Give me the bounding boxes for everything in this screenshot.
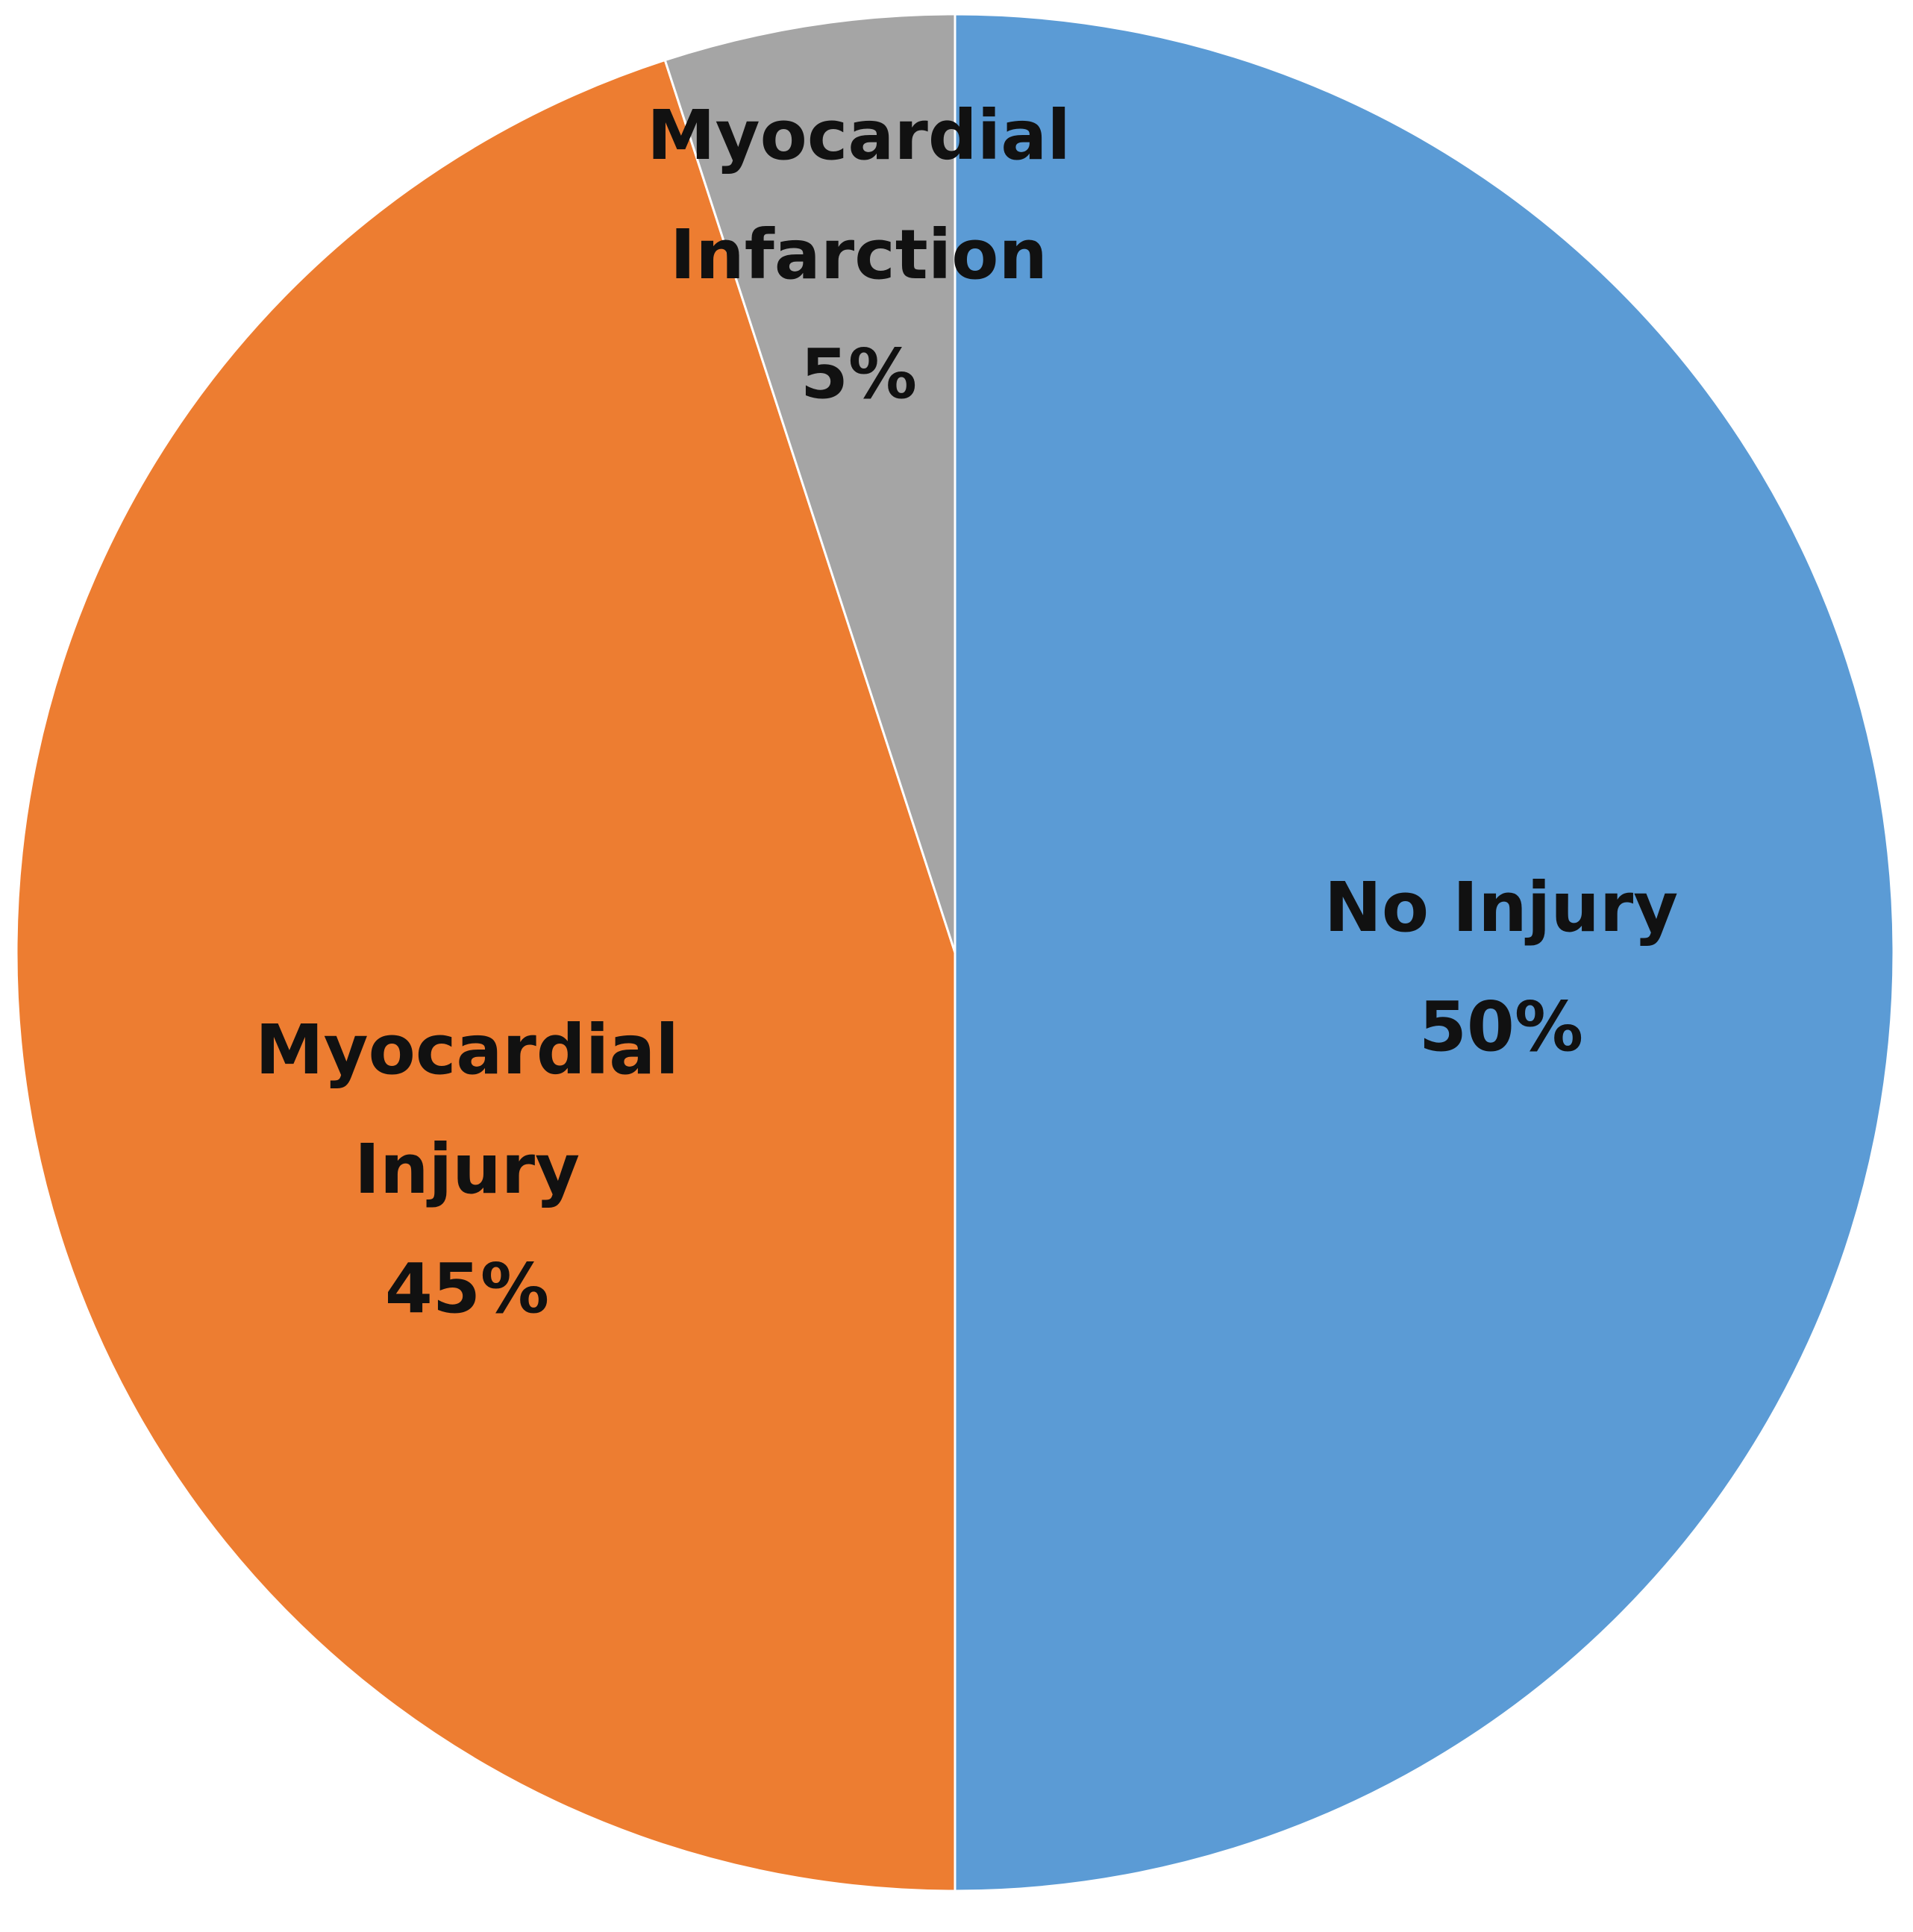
pie-slice (663, 13, 956, 953)
slice-label: Myocardial Injury 45% (184, 991, 751, 1349)
slice-label: No Injury 50% (1218, 848, 1785, 1087)
value-label: 5% (800, 334, 918, 414)
pie-slice (15, 58, 956, 1892)
category-label: Myocardial Infarction (647, 95, 1071, 295)
category-label: Myocardial Injury (255, 1010, 679, 1209)
value-label: 50% (1418, 987, 1584, 1067)
pie-slice (954, 13, 1895, 1892)
value-label: 45% (384, 1249, 550, 1329)
category-label: No Injury (1324, 868, 1679, 947)
slice-label: Myocardial Infarction 5% (575, 76, 1142, 434)
